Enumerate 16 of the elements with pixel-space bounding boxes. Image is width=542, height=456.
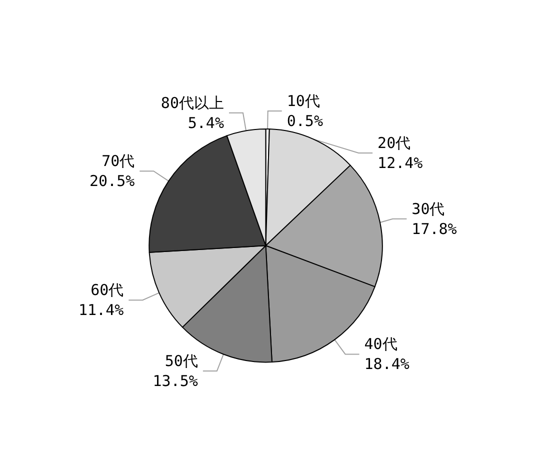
data-label: 18.4% [364, 355, 410, 374]
data-label: 5.4% [188, 114, 224, 132]
data-label: 12.4% [378, 154, 423, 172]
slice-label: 10代 [286, 92, 320, 110]
slice-label: 30代 [412, 200, 445, 218]
slice-label: 80代以上 [160, 94, 224, 112]
slice-label: 50代 [164, 352, 198, 370]
data-label: 13.5% [152, 372, 198, 390]
data-label: 0.5% [286, 112, 323, 130]
data-label: 20.5% [89, 172, 135, 190]
data-label: 11.4% [78, 301, 124, 320]
data-label: 17.8% [412, 220, 457, 238]
slice-label: 40代 [364, 335, 398, 354]
slice-label: 20代 [378, 134, 411, 152]
slice-label: 60代 [90, 281, 124, 300]
slice-label: 70代 [102, 152, 135, 170]
